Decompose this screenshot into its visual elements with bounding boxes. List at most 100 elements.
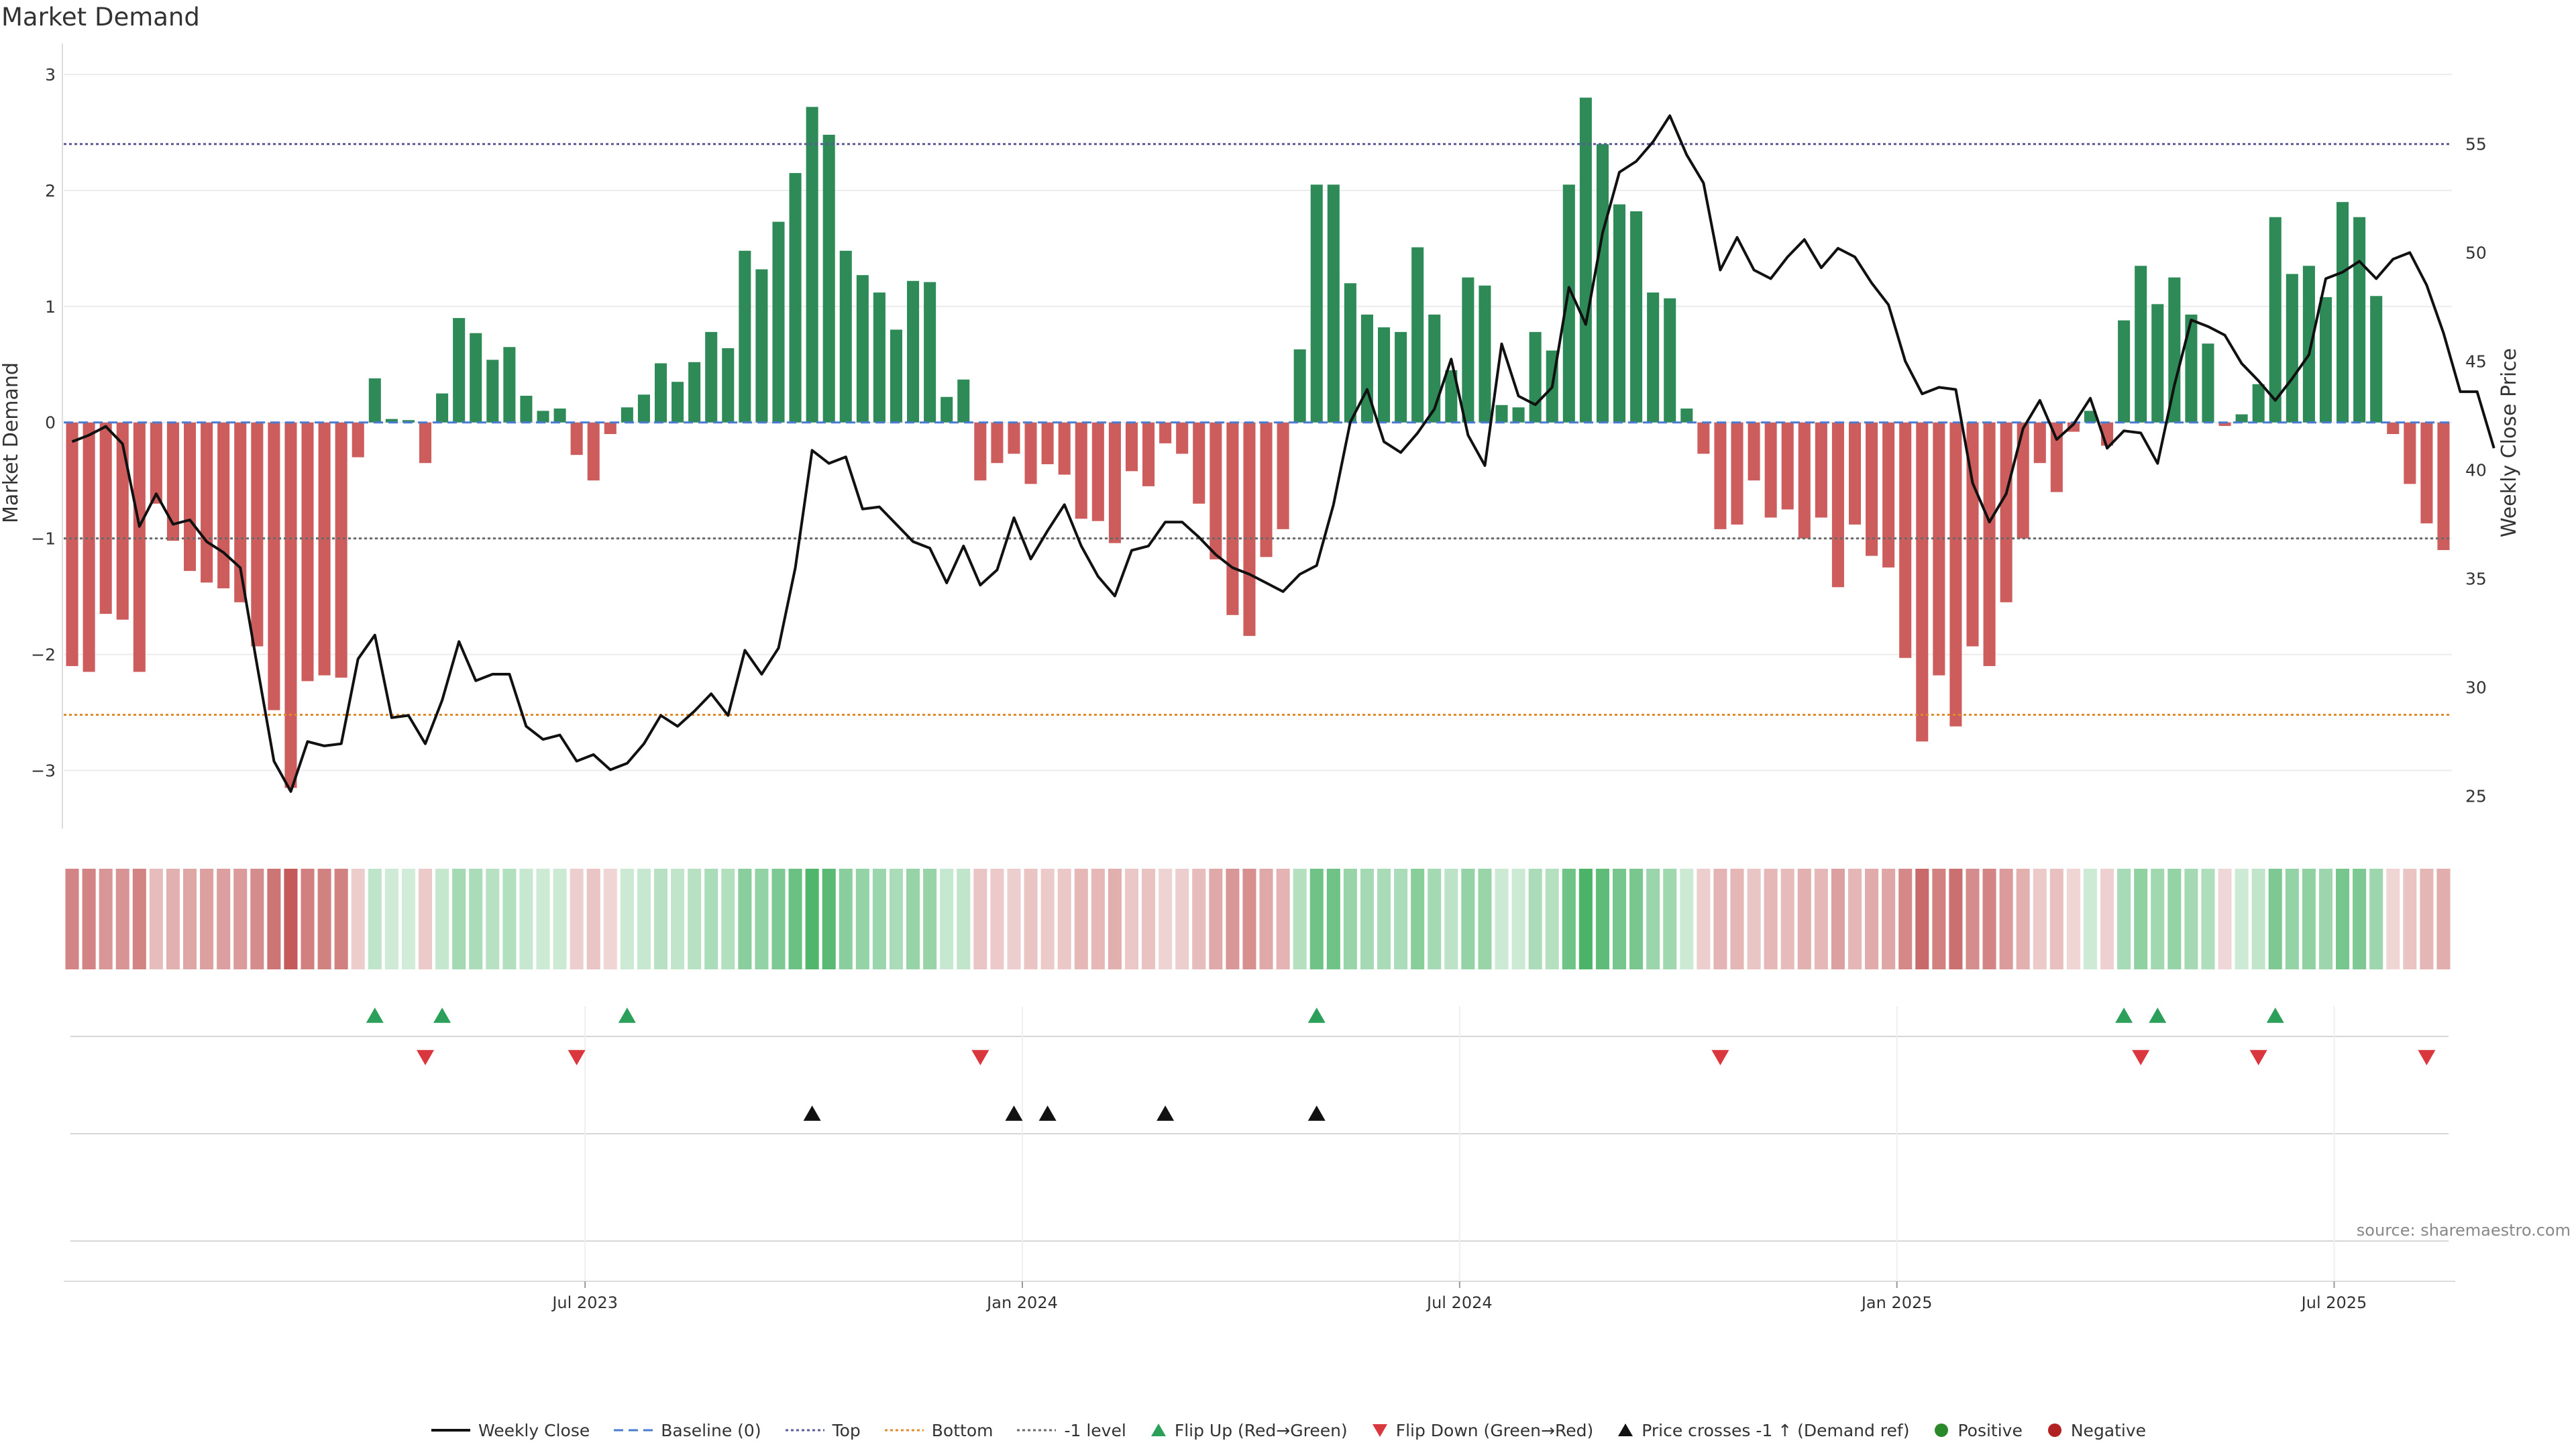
heat-cell (1764, 869, 1778, 969)
heat-cell (233, 869, 248, 969)
heat-cell (721, 869, 735, 969)
heat-cell (2016, 869, 2030, 969)
legend-label: Weekly Close (478, 1420, 590, 1440)
heat-cell (301, 869, 315, 969)
demand-bar (2235, 414, 2248, 423)
y-tick-label: −2 (31, 645, 56, 665)
heat-cell (2201, 869, 2215, 969)
heat-cell (351, 869, 365, 969)
heat-cell (1175, 869, 1189, 969)
heat-cell (1309, 869, 1324, 969)
demand-bar (2050, 422, 2063, 492)
flip-up-marker (2115, 1008, 2133, 1023)
heat-cell (906, 869, 920, 969)
heat-cell (2285, 869, 2299, 969)
legend: Weekly Close Baseline (0) Top Bottom -1 leve… (0, 1417, 2576, 1444)
y-right-tick-label: 40 (2465, 460, 2487, 480)
x-tick-label: Jul 2024 (1426, 1293, 1493, 1312)
heat-cell (2049, 869, 2063, 969)
demand-bar (2202, 343, 2214, 423)
legend-label: Baseline (0) (661, 1420, 761, 1440)
demand-bar (2168, 277, 2181, 423)
demand-bar (1815, 422, 1827, 518)
heat-cell (704, 869, 718, 969)
heat-cell (1697, 869, 1711, 969)
legend-item: Price crosses -1 ↑ (Demand ref) (1616, 1421, 1909, 1440)
heat-cell (1680, 869, 1694, 969)
y-tick-label: −3 (31, 761, 56, 781)
heat-cell (1040, 869, 1055, 969)
legend-swatch (1618, 1424, 1633, 1436)
demand-bar (1866, 422, 1878, 556)
heat-cell (1629, 869, 1644, 969)
heat-cell (738, 869, 752, 969)
legend-item: Flip Up (Red→Green) (1149, 1421, 1348, 1440)
heat-cell (637, 869, 651, 969)
heat-cell (688, 869, 702, 969)
price-cross-marker (1157, 1106, 1175, 1121)
heat-cell (418, 869, 433, 969)
demand-bar (2185, 314, 2198, 423)
demand-bar (2000, 422, 2012, 602)
demand-bar (604, 422, 616, 435)
demand-bar (2033, 422, 2046, 464)
heat-cell (1562, 869, 1576, 969)
heat-cell (469, 869, 483, 969)
heat-cell (1646, 869, 1660, 969)
flip-down-marker (2249, 1050, 2267, 1065)
flip-up-marker (1307, 1008, 1326, 1023)
heat-cell (2083, 869, 2098, 969)
legend-swatch (431, 1429, 470, 1432)
demand-bar (789, 172, 802, 423)
demand-bar (941, 396, 953, 423)
legend-swatch-shape (2047, 1424, 2061, 1437)
demand-bar (1108, 422, 1121, 543)
heat-cell (671, 869, 685, 969)
heat-cell (957, 869, 971, 969)
demand-bar (890, 329, 903, 423)
x-tick-label: Jan 2025 (1860, 1293, 1933, 1312)
heat-cell (65, 869, 79, 969)
demand-bar (2337, 202, 2349, 423)
heat-cell (1545, 869, 1559, 969)
legend-item: -1 level (1016, 1421, 1126, 1440)
legend-swatch (614, 1429, 653, 1432)
demand-bar (1395, 331, 1407, 423)
legend-label: Price crosses -1 ↑ (Demand ref) (1642, 1420, 1910, 1440)
heat-cell (250, 869, 264, 969)
flip-up-marker (366, 1008, 384, 1023)
demand-bar (1310, 184, 1323, 423)
demand-bar (570, 422, 583, 455)
demand-bar (1714, 422, 1727, 529)
demand-bar (924, 282, 936, 423)
demand-bar (1125, 422, 1138, 472)
demand-bar (1445, 370, 1458, 423)
demand-bar (284, 422, 297, 788)
demand-bar (2420, 422, 2433, 524)
heat-cell (990, 869, 1004, 969)
heat-cell (1242, 869, 1256, 969)
heat-cell (1326, 869, 1340, 969)
heat-cell (115, 869, 129, 969)
heat-cell (1478, 869, 1492, 969)
demand-bar (301, 422, 314, 682)
flip-up-marker (433, 1008, 451, 1023)
heat-cell (1343, 869, 1357, 969)
demand-bar (1293, 349, 1306, 423)
demand-bar (1966, 422, 1979, 647)
heat-cell (653, 869, 668, 969)
flip-up-marker (618, 1008, 636, 1023)
flip-up-marker (2149, 1008, 2167, 1023)
legend-label: Bottom (931, 1420, 994, 1440)
demand-bar (1479, 285, 1491, 423)
chart-title: Market Demand (1, 3, 200, 32)
demand-bar (234, 422, 247, 602)
demand-bar (201, 422, 213, 583)
demand-bar (2353, 217, 2366, 423)
demand-bar (873, 292, 885, 423)
heat-cell (586, 869, 600, 969)
heat-cell (1091, 869, 1105, 969)
demand-bar (907, 280, 920, 423)
heat-cell (99, 869, 113, 969)
